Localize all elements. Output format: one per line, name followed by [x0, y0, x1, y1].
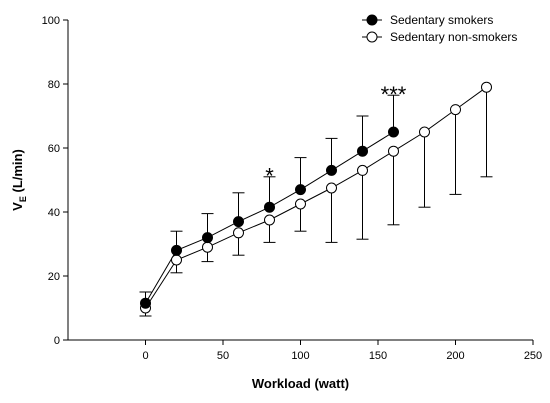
- data-point-smokers: [171, 244, 182, 256]
- data-point-non-smokers: [388, 145, 399, 157]
- data-point-smokers: [388, 126, 399, 138]
- y-tick-label: 60: [48, 143, 60, 155]
- data-point-smokers: [140, 297, 151, 309]
- x-tick-label: 50: [217, 350, 229, 362]
- data-point-non-smokers: [171, 254, 182, 266]
- legend-marker-smokers: [366, 14, 378, 26]
- data-point-smokers: [264, 201, 275, 213]
- data-point-non-smokers: [357, 164, 368, 176]
- data-point-non-smokers: [295, 198, 306, 210]
- legend-label-smokers: Sedentary smokers: [390, 13, 493, 27]
- legend-label-non-smokers: Sedentary non-smokers: [390, 30, 517, 44]
- data-point-non-smokers: [264, 214, 275, 226]
- data-point-non-smokers: [202, 241, 213, 253]
- significance-annotation: ***: [381, 82, 407, 107]
- legend-marker-non-smokers: [366, 31, 378, 43]
- data-point-smokers: [233, 216, 244, 228]
- series-lines: [145, 86, 487, 309]
- y-axis-title: VE (L/min): [10, 149, 28, 211]
- data-point-smokers: [295, 184, 306, 196]
- x-axis-title: Workload (watt): [252, 376, 349, 391]
- legend: Sedentary smokers Sedentary non-smokers: [362, 13, 517, 44]
- data-point-smokers: [202, 232, 213, 244]
- y-axis-title-unit: (L/min): [10, 149, 25, 196]
- series-line-non-smokers: [145, 86, 487, 309]
- data-point-non-smokers: [450, 104, 461, 116]
- y-axis-title-main: V: [10, 202, 25, 211]
- x-tick-label: 100: [291, 350, 309, 362]
- axes: 0 20 40 60 80 100 0 50 100 150 200 250: [42, 15, 543, 362]
- x-tick-label: 0: [142, 350, 148, 362]
- data-point-non-smokers: [481, 81, 492, 93]
- data-point-smokers: [326, 164, 337, 176]
- x-tick-label: 250: [524, 350, 542, 362]
- y-axis-title-subscript: E: [18, 196, 28, 202]
- data-point-non-smokers: [326, 182, 337, 194]
- significance-annotation: *: [265, 164, 274, 189]
- y-tick-label: 80: [48, 79, 60, 91]
- x-tick-label: 200: [446, 350, 464, 362]
- x-tick-label: 150: [369, 350, 387, 362]
- data-point-non-smokers: [419, 126, 430, 138]
- data-point-non-smokers: [233, 227, 244, 239]
- y-tick-label: 100: [42, 15, 60, 27]
- y-tick-label: 40: [48, 207, 60, 219]
- y-tick-label: 0: [54, 335, 60, 347]
- error-bars: [139, 87, 493, 317]
- data-points: [140, 81, 492, 314]
- y-tick-label: 20: [48, 271, 60, 283]
- annotations: ****: [265, 82, 407, 189]
- data-point-smokers: [357, 145, 368, 157]
